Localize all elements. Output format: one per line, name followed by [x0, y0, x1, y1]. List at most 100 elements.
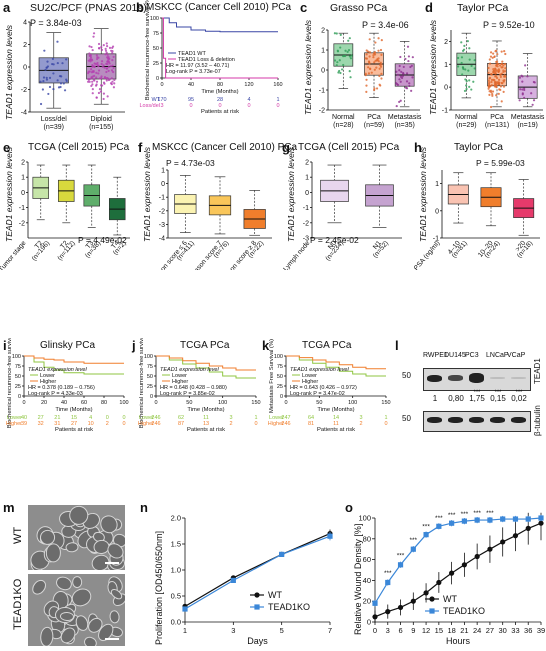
data-point: [108, 62, 111, 65]
data-point: [462, 67, 465, 71]
data-point: [349, 76, 352, 79]
y-tick-label: 1: [321, 48, 325, 55]
significance-stars: ***: [422, 523, 430, 530]
y-tick-label: 0: [150, 394, 153, 400]
y-tick-label: 75: [147, 364, 153, 370]
data-point: [423, 590, 429, 596]
risk-count: 39: [21, 421, 27, 427]
data-point: [401, 75, 404, 78]
tead1-label: TEAD1: [533, 358, 542, 384]
risk-count: 246: [151, 415, 160, 421]
data-point: [105, 70, 108, 74]
risk-count: 170: [157, 97, 166, 103]
x-tick-label: 1: [183, 626, 187, 635]
data-point: [408, 82, 411, 85]
data-point: [375, 87, 379, 90]
y-axis-label: Biochemical recurrence-free survival (%): [7, 338, 13, 428]
data-point: [404, 57, 407, 61]
data-point: [97, 42, 101, 46]
x-tick-label: 36: [524, 626, 532, 635]
lane-label: LNCaP: [486, 352, 509, 359]
y-tick-label: 1: [21, 175, 25, 182]
data-point: [467, 69, 470, 72]
y-tick-label: 60: [363, 555, 371, 564]
data-point: [339, 33, 342, 36]
tubulin-band: [448, 417, 463, 423]
y-tick-label: 1.5: [171, 540, 181, 549]
risk-count: 0: [122, 415, 125, 421]
data-point: [500, 62, 503, 66]
survival-curve: [24, 355, 124, 364]
data-point: [348, 55, 352, 58]
legend-label: Lower: [40, 373, 55, 379]
data-point: [110, 49, 113, 52]
p-value: P = 4.73e-03: [166, 158, 215, 168]
data-point: [97, 91, 101, 95]
risk-count: 64: [308, 415, 314, 421]
data-point: [182, 606, 188, 612]
data-point: [103, 66, 106, 69]
data-point: [399, 99, 402, 102]
data-point: [398, 100, 401, 104]
lane-label: RWPE1: [423, 352, 448, 359]
data-point: [45, 76, 48, 79]
x-tick-label: 18: [447, 626, 455, 635]
x-tick-label: 40: [188, 82, 194, 88]
data-point: [465, 84, 468, 87]
data-point: [95, 54, 98, 57]
series-line: [374, 517, 542, 604]
micrograph-wt: [28, 505, 125, 570]
p-value: P = 3.84e-03: [30, 18, 82, 28]
data-point: [365, 53, 368, 56]
x-tick-label: 24: [473, 626, 481, 635]
data-point: [457, 65, 460, 68]
data-point: [373, 52, 376, 55]
data-point: [90, 84, 93, 88]
y-tick-label: -2: [303, 220, 309, 227]
risk-count: 4: [247, 97, 250, 103]
data-point: [520, 74, 523, 77]
x-tick-label: 40: [61, 400, 67, 406]
panel-n: n Proliferation [OD450/650nm] 0.0 0.5 1.0 1…: [140, 500, 340, 651]
risk-row-label: Loss/del: [140, 103, 161, 109]
panel-letter: c: [300, 0, 308, 15]
data-point: [364, 72, 367, 75]
data-point: [379, 61, 382, 64]
x-axis-label: Time (Months): [201, 89, 238, 95]
x-tick-label: 3: [386, 626, 390, 635]
risk-count: 0: [276, 103, 279, 109]
survival-curve: [156, 355, 256, 371]
data-point: [495, 82, 498, 85]
x-tick-label: 20: [41, 400, 47, 406]
data-point: [411, 76, 414, 79]
category-count: (n=35): [394, 122, 414, 129]
data-point: [470, 64, 473, 68]
x-tick-label: 50: [186, 400, 192, 406]
tead1-band: [427, 374, 442, 382]
data-point: [56, 79, 59, 82]
data-point: [105, 79, 108, 82]
data-point: [47, 92, 50, 96]
significance-stars: ***: [473, 390, 481, 396]
category-count: (n=28): [333, 122, 353, 129]
x-tick-label: 33: [511, 626, 519, 635]
panel-letter: f: [138, 140, 143, 155]
x-tick-label: 60: [81, 400, 87, 406]
data-point: [108, 78, 111, 81]
data-point: [377, 60, 380, 63]
tubulin-label: β-tubulin: [533, 405, 542, 436]
y-tick-label: -2: [21, 87, 27, 94]
hazard-ratio: HR = 0.378 (0.189 – 0.756): [28, 385, 95, 391]
hazard-ratio: HR = 11.97 (3.52 – 40.71): [166, 63, 230, 69]
data-point: [490, 78, 493, 81]
panel-e: e TCGA (Cell 2015) PCa TEAD1 expression …: [0, 140, 136, 270]
quantification-value: 0,80: [448, 394, 464, 403]
risk-table-title: Patients at risk: [201, 109, 239, 115]
data-point: [491, 56, 494, 59]
data-point: [500, 539, 506, 545]
data-point: [468, 58, 471, 61]
category-label: Diploid: [91, 116, 113, 123]
panel-title: Taylor PCa: [457, 2, 509, 14]
data-point: [335, 64, 338, 67]
